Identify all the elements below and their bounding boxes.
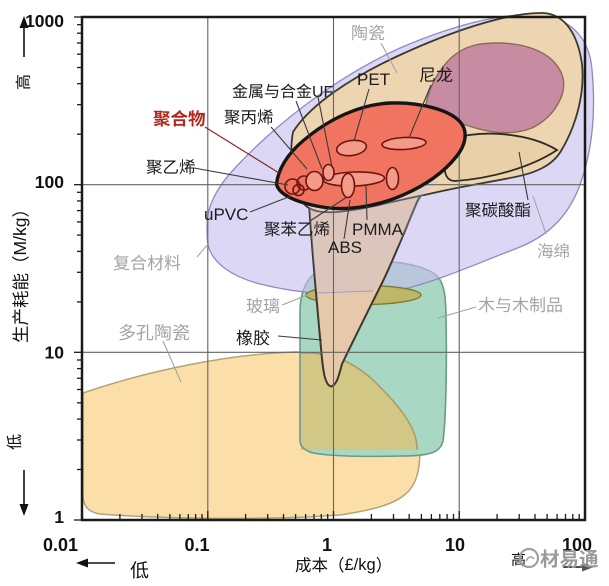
svg-text:UF: UF [312,84,334,101]
svg-text:100: 100 [562,535,592,555]
svg-text:PET: PET [357,70,390,89]
svg-text:1: 1 [54,507,64,527]
svg-text:10: 10 [445,535,465,555]
svg-text:0.01: 0.01 [43,535,78,555]
svg-text:1000: 1000 [25,11,64,31]
svg-text:M/kg: M/kg [10,218,30,256]
svg-text:PMMA: PMMA [352,220,404,239]
svg-text:uPVC: uPVC [204,205,248,224]
svg-text:ABS: ABS [328,238,362,257]
svg-text:10: 10 [45,343,65,363]
svg-text:0.1: 0.1 [184,535,209,555]
svg-text:£/kg: £/kg [345,556,376,574]
svg-text:100: 100 [35,172,64,192]
svg-text:1: 1 [322,535,332,555]
